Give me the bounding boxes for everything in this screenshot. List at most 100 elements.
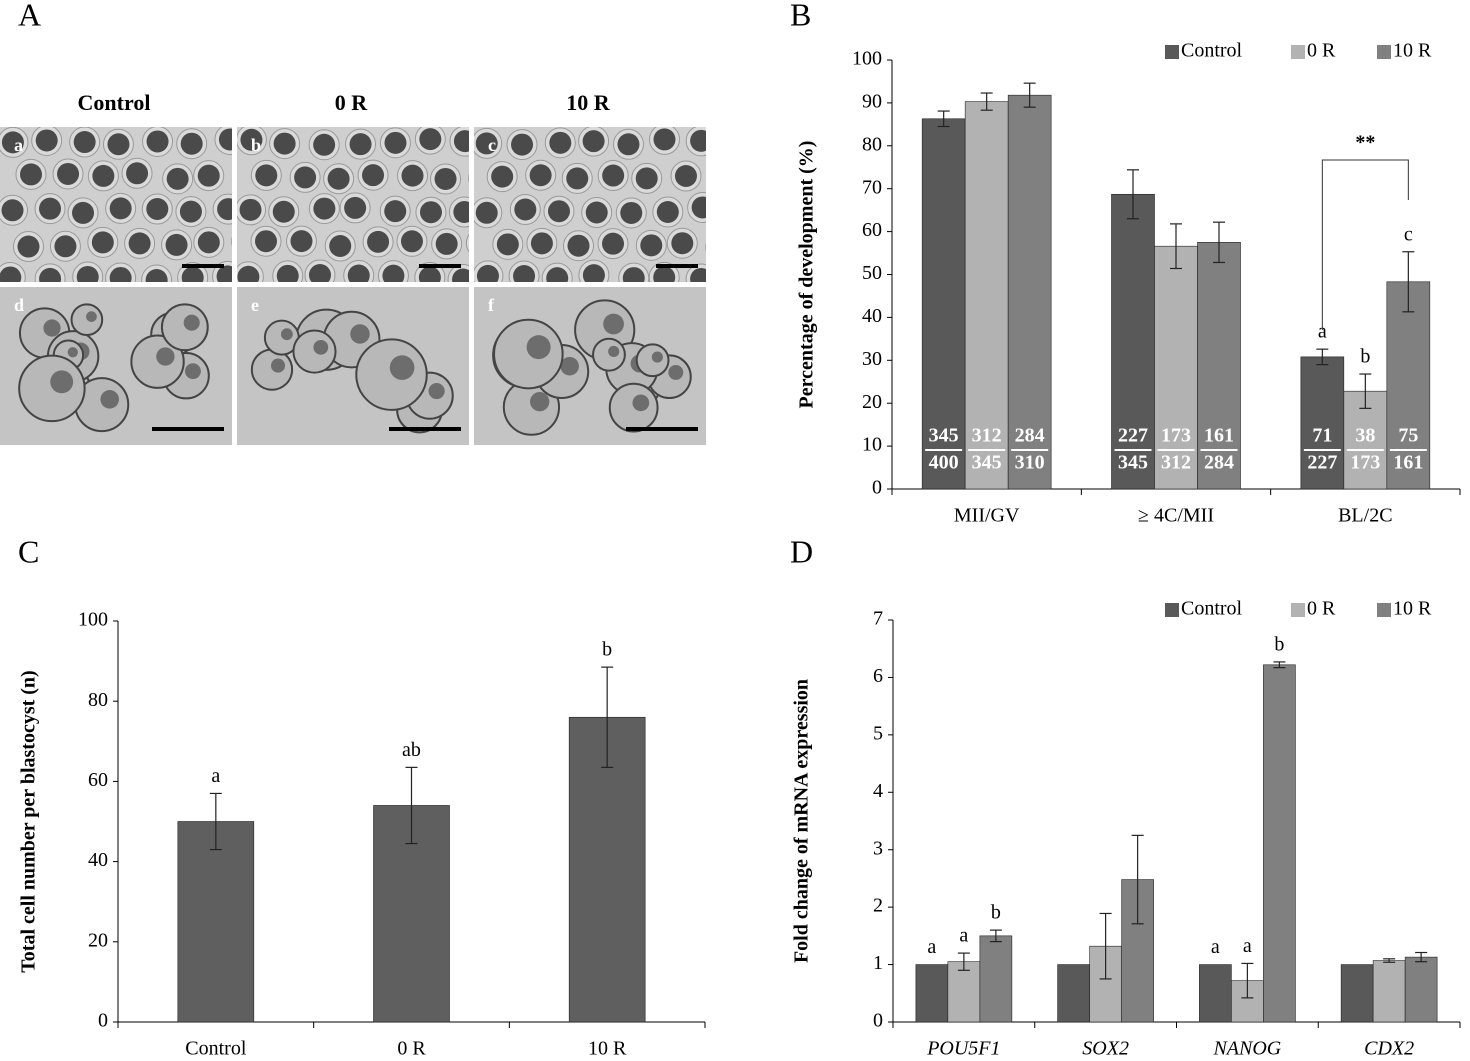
y-tick-label: 60 (88, 769, 108, 791)
oocyte (712, 166, 734, 188)
y-axis-label: Fold change of mRNA expression (791, 679, 813, 963)
oocyte (107, 133, 130, 156)
fraction-denominator: 345 (972, 452, 1002, 474)
oocyte (419, 128, 442, 151)
fraction-numerator: 71 (1312, 425, 1332, 447)
fraction-numerator: 75 (1398, 425, 1418, 447)
oocyte (1, 131, 24, 154)
x-tick-label: BL/2C (1338, 505, 1392, 527)
fraction-denominator: 173 (1350, 452, 1380, 474)
icm (632, 394, 650, 412)
y-tick-label: 20 (88, 929, 108, 951)
significance-letter: c (1404, 223, 1413, 245)
y-tick-label: 40 (862, 305, 882, 327)
tile-label: b (251, 135, 261, 155)
fraction-denominator: 161 (1393, 452, 1423, 474)
blastocyst (355, 338, 428, 411)
fraction-numerator: 173 (1161, 425, 1191, 447)
cells (0, 127, 232, 282)
y-tick-label: 0 (873, 1010, 883, 1032)
y-axis-label: Total cell number per blastocyst (n) (18, 670, 40, 972)
oocyte (566, 167, 589, 190)
icm (156, 347, 175, 366)
icm (313, 339, 329, 355)
blastocyst (635, 343, 670, 378)
blastocyst (130, 334, 185, 389)
significance-letter: b (602, 639, 612, 661)
oocyte (549, 131, 572, 154)
significance-letter: a (927, 936, 936, 958)
bar (1057, 964, 1090, 1023)
x-tick-label: MII/GV (954, 505, 1020, 527)
oocyte (496, 233, 519, 256)
oocyte (255, 164, 278, 187)
icm (560, 356, 579, 376)
tile-label: f (488, 295, 495, 315)
icm (50, 370, 74, 394)
y-tick-label: 2 (873, 895, 883, 917)
y-tick-label: 90 (862, 90, 882, 112)
oocyte (146, 197, 169, 220)
oocyte (602, 164, 625, 187)
oocyte (653, 128, 676, 151)
legend-swatch (1377, 603, 1391, 617)
micrograph: d (0, 287, 232, 445)
y-tick-label: 0 (872, 477, 882, 499)
bar (1340, 964, 1374, 1023)
oocyte (126, 162, 149, 185)
oocyte (19, 163, 42, 186)
y-tick-label: 100 (78, 609, 108, 631)
blastocyst (160, 303, 209, 352)
oocyte (382, 264, 405, 282)
y-tick-label: 4 (873, 780, 883, 802)
oocyte (197, 231, 220, 254)
oocyte (344, 196, 367, 219)
oocyte (72, 201, 95, 224)
legend-swatch (1291, 603, 1305, 617)
y-tick-label: 30 (862, 348, 882, 370)
bar (1263, 664, 1296, 1023)
significance-letter: a (1243, 935, 1252, 957)
panel-label: A (18, 0, 41, 32)
oocyte (690, 267, 706, 282)
bar (1404, 956, 1438, 1023)
significance-letter: ab (402, 739, 421, 761)
tile-label: c (488, 135, 496, 155)
legend-label: 10 R (1393, 40, 1432, 62)
oocyte (671, 232, 694, 255)
oocyte (617, 133, 640, 156)
fraction-denominator: 312 (1161, 452, 1191, 474)
oocyte (476, 264, 499, 282)
legend-label: Control (1181, 40, 1243, 62)
significance-letter: b (1360, 346, 1370, 368)
icm (428, 382, 445, 400)
oocyte (179, 200, 202, 223)
significance-letter: a (1211, 936, 1220, 958)
oocyte (656, 200, 679, 223)
bar (979, 935, 1013, 1023)
blastocyst (608, 382, 659, 433)
significance-letter: b (1274, 634, 1284, 656)
oocyte (710, 236, 732, 258)
x-tick-label: 0 R (397, 1038, 426, 1060)
oocyte (419, 201, 442, 224)
oocyte (54, 235, 77, 258)
oocyte (582, 130, 605, 153)
cells (474, 127, 734, 282)
icm (651, 351, 663, 363)
cells (18, 303, 210, 433)
oocyte (290, 230, 313, 253)
cells (492, 299, 692, 436)
oocyte (92, 164, 115, 187)
y-tick-label: 80 (862, 133, 882, 155)
icm (183, 314, 200, 331)
oocyte (39, 267, 62, 282)
icm (530, 391, 550, 412)
x-tick-label: CDX2 (1364, 1038, 1414, 1060)
oocyte (585, 201, 608, 224)
fraction-denominator: 284 (1204, 452, 1234, 474)
y-tick-label: 6 (873, 665, 883, 687)
micrograph-panel: Control 0 R 10 R a b c d e f (0, 90, 734, 445)
tile-label: e (251, 295, 259, 315)
icm (526, 335, 551, 360)
